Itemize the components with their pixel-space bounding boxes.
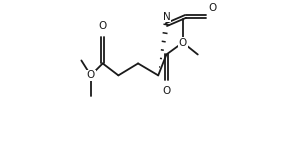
Text: O: O xyxy=(162,86,170,96)
Text: O: O xyxy=(209,3,217,13)
Text: O: O xyxy=(179,38,187,48)
Text: O: O xyxy=(99,21,107,31)
Text: N: N xyxy=(162,12,170,22)
Text: O: O xyxy=(87,70,95,80)
